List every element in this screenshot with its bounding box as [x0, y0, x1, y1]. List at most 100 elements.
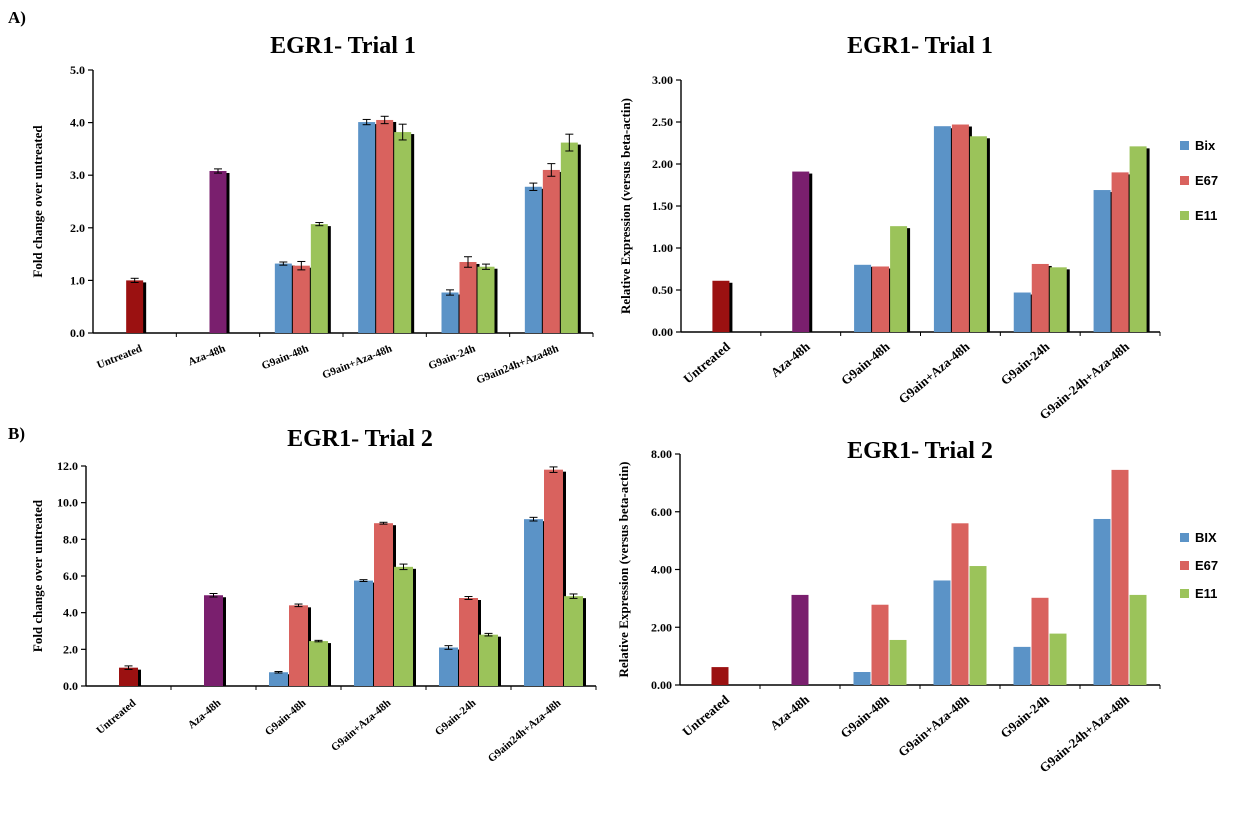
bar-green — [477, 266, 495, 333]
y-tick-label: 5.0 — [70, 63, 85, 77]
y-tick-label: 8.0 — [63, 532, 78, 546]
chart-title: EGR1- Trial 1 — [270, 33, 416, 59]
x-tick-label: G9ain-24h — [427, 343, 477, 373]
bar-red — [1111, 469, 1129, 685]
bar-single — [711, 667, 729, 685]
panel-b-label: B) — [8, 424, 25, 443]
bar-red — [872, 266, 890, 332]
panel-a-label: A) — [8, 8, 26, 27]
legend-swatch — [1180, 561, 1189, 570]
bar-red — [1031, 263, 1049, 332]
x-tick-label: G9ain24h+Aza48h — [475, 343, 561, 387]
x-tick-label: G9ain-48h — [838, 338, 893, 388]
legend-swatch — [1180, 211, 1189, 220]
bar-blue — [524, 519, 543, 686]
x-tick-label: Aza-48h — [767, 691, 813, 733]
legend-label: E67 — [1195, 173, 1218, 188]
legend-swatch — [1180, 176, 1189, 185]
y-tick-label: 12.0 — [57, 459, 78, 473]
x-tick-label: Aza-48h — [768, 338, 814, 380]
bar-red — [459, 598, 478, 686]
bar-blue — [933, 126, 951, 332]
x-tick-label: G9ain-48h — [837, 691, 892, 741]
legend-swatch — [1180, 589, 1189, 598]
bar-green — [564, 596, 583, 686]
bar-green — [1129, 146, 1147, 332]
chart-b_left: EGR1- Trial 2 0.0 2.0 4.0 6.0 8.0 10.0 12.0 Fold… — [30, 426, 597, 765]
bar-red — [292, 265, 310, 333]
bar-red — [376, 119, 394, 333]
chart-title: EGR1- Trial 2 — [287, 426, 433, 452]
y-tick-label: 1.00 — [652, 241, 673, 255]
bar-green — [890, 226, 908, 332]
bar-green — [479, 634, 498, 686]
bar-green — [969, 566, 987, 685]
legend-label: E11 — [1195, 586, 1217, 601]
bar-green — [394, 566, 413, 686]
x-tick-label: G9ain24h+Aza-48h — [486, 697, 564, 765]
legend-label: Bix — [1195, 138, 1216, 153]
x-tick-label: Untreated — [679, 691, 732, 739]
y-tick-label: 0.0 — [70, 326, 85, 340]
legend-label: E67 — [1195, 558, 1218, 573]
bar-blue — [274, 263, 292, 333]
y-tick-label: 6.0 — [63, 569, 78, 583]
bar-red — [289, 605, 308, 686]
y-axis-label: Fold change over untreated — [30, 125, 45, 278]
bar-blue — [853, 672, 871, 685]
x-tick-label: G9ain+Aza-48h — [321, 343, 394, 382]
y-axis-label: Relative Expression (versus beta-actin) — [616, 461, 631, 677]
bar-red — [871, 604, 889, 685]
bar-red — [459, 261, 477, 333]
x-tick-label: Aza-48h — [186, 697, 224, 731]
chart-title: EGR1- Trial 2 — [847, 438, 993, 464]
y-tick-label: 10.0 — [57, 496, 78, 510]
bar-single — [712, 280, 730, 332]
legend-label: BIX — [1195, 530, 1217, 545]
chart-title: EGR1- Trial 1 — [847, 33, 993, 59]
y-tick-label: 6.00 — [651, 505, 672, 519]
y-tick-label: 3.0 — [70, 168, 85, 182]
bar-single — [119, 667, 138, 686]
bar-red — [1111, 172, 1129, 332]
y-tick-label: 4.0 — [63, 606, 78, 620]
bar-blue — [524, 186, 542, 333]
bar-green — [309, 641, 328, 686]
x-tick-label: G9ain+Aza-48h — [895, 691, 972, 759]
x-tick-label: Untreated — [94, 697, 138, 737]
x-tick-label: Untreated — [95, 343, 144, 372]
x-tick-label: G9ain+Aza-48h — [329, 697, 393, 754]
bar-blue — [354, 580, 373, 686]
x-tick-label: G9ain-24h — [997, 691, 1052, 741]
bar-red — [542, 169, 560, 333]
x-tick-label: G9ain-48h — [263, 697, 309, 738]
bar-blue — [933, 580, 951, 685]
y-tick-label: 2.00 — [651, 620, 672, 634]
y-tick-label: 0.00 — [652, 325, 673, 339]
y-tick-label: 1.50 — [652, 199, 673, 213]
y-tick-label: 8.00 — [651, 447, 672, 461]
bar-red — [951, 124, 969, 333]
bar-blue — [1093, 190, 1111, 332]
legend-swatch — [1180, 533, 1189, 542]
bar-green — [1129, 594, 1147, 685]
bar-green — [969, 136, 987, 332]
x-tick-label: G9ain+Aza-48h — [896, 338, 973, 406]
bar-blue — [1013, 646, 1031, 685]
bar-green — [310, 224, 328, 333]
bar-blue — [441, 292, 459, 333]
x-tick-label: Untreated — [680, 338, 733, 386]
y-tick-label: 2.0 — [70, 221, 85, 235]
chart-b_right: EGR1- Trial 2 0.00 2.00 4.00 6.00 8.00 Relativ… — [616, 438, 1218, 775]
y-tick-label: 2.50 — [652, 115, 673, 129]
y-tick-label: 2.0 — [63, 642, 78, 656]
bar-blue — [854, 264, 872, 332]
y-tick-label: 3.00 — [652, 73, 673, 87]
y-tick-label: 0.50 — [652, 283, 673, 297]
x-tick-label: G9ain-24h — [433, 697, 479, 738]
bar-red — [544, 469, 563, 686]
bar-green — [560, 142, 578, 333]
bar-green — [889, 639, 907, 685]
bar-red — [951, 523, 969, 685]
